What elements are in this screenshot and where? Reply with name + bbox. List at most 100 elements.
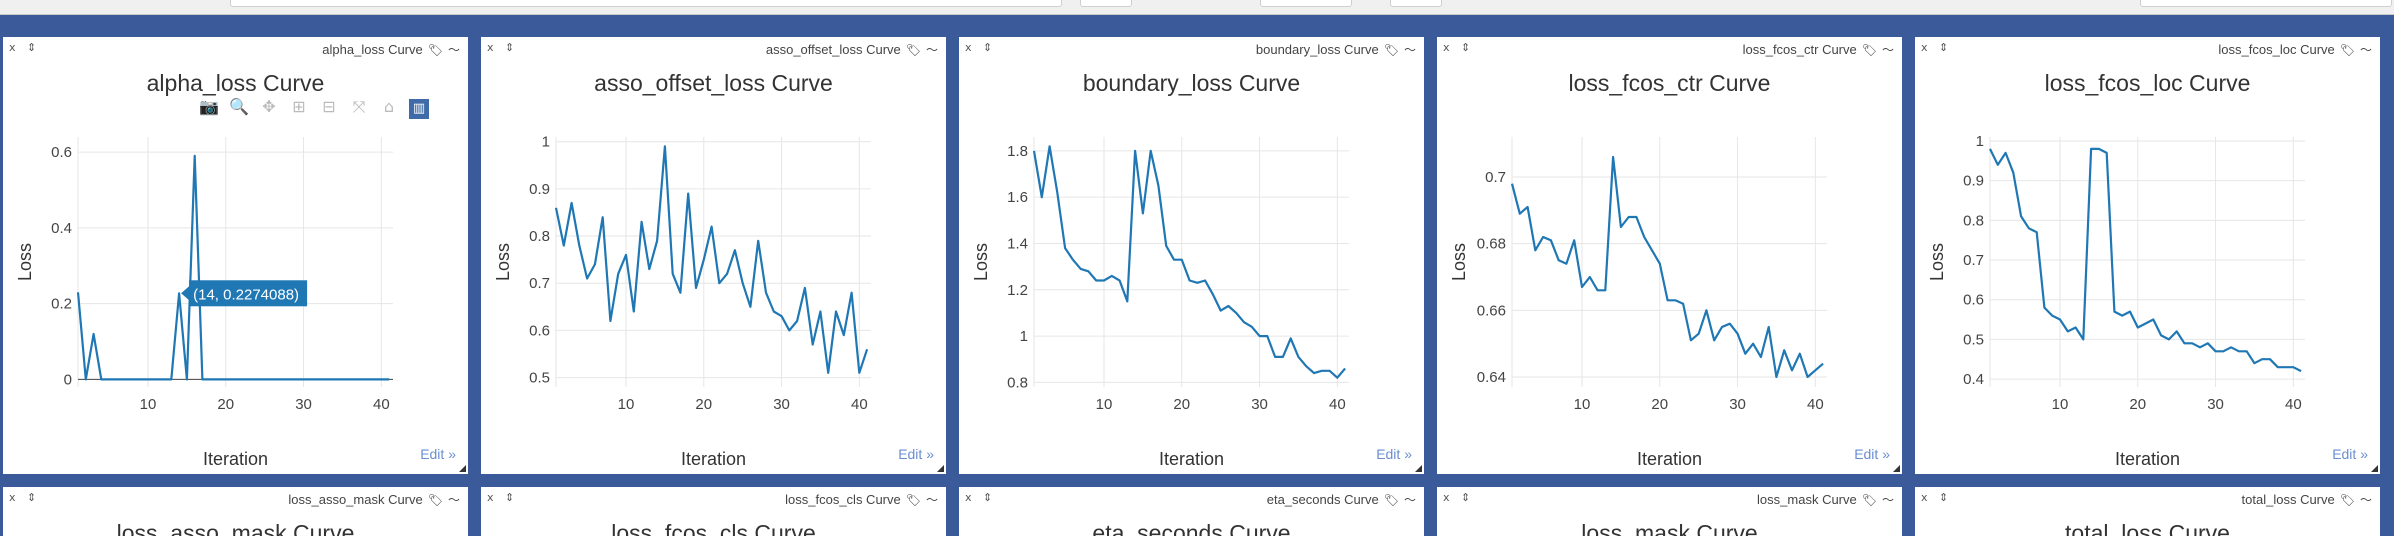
panel-header: eta_seconds Curve 🏷 〜	[1267, 491, 1416, 508]
x-tick-label: 10	[1574, 396, 1591, 413]
panel-window-controls[interactable]: x ⇕	[1921, 491, 1953, 504]
y-axis-title: Loss	[1927, 243, 1947, 281]
x-axis-title: Iteration	[203, 449, 268, 469]
tag-icon[interactable]: 🏷	[1861, 43, 1877, 57]
panel-window-controls[interactable]: x ⇕	[487, 41, 519, 54]
toolbar-button[interactable]	[1390, 0, 1442, 7]
y-tick-label: 0.8	[1007, 374, 1028, 391]
resize-handle-icon[interactable]	[1893, 465, 1900, 472]
y-tick-label: 0.68	[1477, 236, 1506, 253]
y-tick-label: 0.64	[1477, 369, 1506, 386]
panel-header-label: total_loss Curve	[2241, 492, 2335, 507]
tag-icon[interactable]: 🏷	[1383, 43, 1399, 57]
panel-window-controls[interactable]: x ⇕	[965, 491, 997, 504]
zoom-icon[interactable]: 🔍	[229, 97, 249, 116]
panel-window-controls[interactable]: x ⇕	[1443, 41, 1475, 54]
tag-icon[interactable]: 🏷	[427, 493, 443, 507]
edit-link[interactable]: Edit »	[2332, 446, 2368, 462]
series-line[interactable]	[1510, 155, 1824, 379]
series-line[interactable]	[1989, 147, 2302, 373]
chart-panel: x ⇕ asso_offset_loss Curve 🏷 〜 asso_offset_l…	[481, 37, 946, 474]
chart-title: alpha_loss Curve	[146, 70, 325, 96]
resize-handle-icon[interactable]	[937, 465, 944, 472]
y-tick-label: 0.5	[1963, 331, 1984, 348]
toolbar-field[interactable]	[2140, 0, 2392, 7]
smoothing-icon[interactable]: 〜	[1881, 43, 1894, 57]
chart-title: loss_fcos_cls Curve	[611, 520, 816, 536]
line-chart[interactable]: 10 20 30 40 0.64 0.66 0.68 0.7 Iteration Loss	[1437, 37, 1902, 474]
panel-header: loss_asso_mask Curve 🏷 〜	[288, 491, 460, 508]
x-tick-label: 20	[695, 396, 712, 413]
tooltip-pointer	[181, 286, 190, 301]
smoothing-icon[interactable]: 〜	[925, 43, 938, 57]
series-line[interactable]	[1032, 145, 1346, 379]
resize-handle-icon[interactable]	[1415, 465, 1422, 472]
tag-icon[interactable]: 🏷	[2339, 493, 2355, 507]
tooltip-box	[189, 280, 308, 307]
tag-icon[interactable]: 🏷	[2339, 43, 2355, 57]
tag-icon[interactable]: 🏷	[905, 493, 921, 507]
panel-window-controls[interactable]: x ⇕	[1921, 41, 1953, 54]
plotly-logo-icon[interactable]: ▥	[409, 99, 429, 119]
panel-window-controls[interactable]: x ⇕	[9, 41, 41, 54]
smoothing-icon[interactable]: 〜	[447, 493, 460, 507]
chart-title: loss_fcos_loc Curve	[2044, 70, 2251, 96]
panel-window-controls[interactable]: x ⇕	[9, 491, 41, 504]
toolbar-button[interactable]	[1080, 0, 1132, 7]
chart-panel: x ⇕ loss_asso_mask Curve 🏷 〜 loss_asso_mask …	[3, 487, 468, 536]
smoothing-icon[interactable]: 〜	[2359, 493, 2372, 507]
smoothing-icon[interactable]: 〜	[447, 43, 460, 57]
smoothing-icon[interactable]: 〜	[1403, 43, 1416, 57]
y-axis-title: Loss	[493, 243, 513, 281]
edit-link[interactable]: Edit »	[1854, 446, 1890, 462]
y-tick-label: 0.4	[1963, 371, 1984, 388]
panel-window-controls[interactable]: x ⇕	[965, 41, 997, 54]
pan-icon[interactable]: ✥	[262, 97, 276, 116]
tag-icon[interactable]: 🏷	[427, 43, 443, 57]
panel-header-label: eta_seconds Curve	[1266, 492, 1379, 507]
chart-title: eta_seconds Curve	[1092, 520, 1291, 536]
chart-panel: x ⇕ total_loss Curve 🏷 〜 total_loss Curve	[1915, 487, 2380, 536]
zoom-in-icon[interactable]: ⊞	[292, 97, 306, 116]
tag-icon[interactable]: 🏷	[1383, 493, 1399, 507]
tag-icon[interactable]: 🏷	[1861, 493, 1877, 507]
smoothing-icon[interactable]: 〜	[1403, 493, 1416, 507]
x-tick-label: 30	[1251, 396, 1268, 413]
y-tick-label: 0.6	[1963, 292, 1984, 309]
series-line[interactable]	[76, 154, 390, 381]
smoothing-icon[interactable]: 〜	[925, 493, 938, 507]
panel-window-controls[interactable]: x ⇕	[487, 491, 519, 504]
home-icon[interactable]: ⌂	[383, 97, 395, 116]
panel-header-label: loss_mask Curve	[1757, 492, 1857, 507]
panel-header: loss_fcos_loc Curve 🏷 〜	[2218, 41, 2372, 58]
y-tick-label: 0.7	[529, 275, 550, 292]
y-tick-label: 1.2	[1007, 282, 1028, 299]
panel-header: loss_fcos_cls Curve 🏷 〜	[785, 491, 938, 508]
smoothing-icon[interactable]: 〜	[1881, 493, 1894, 507]
series-line[interactable]	[554, 145, 869, 374]
tooltip-label: (14, 0.2274088)	[193, 286, 299, 303]
zoom-out-icon[interactable]: ⊟	[322, 97, 336, 116]
edit-link[interactable]: Edit »	[1376, 446, 1412, 462]
toolbar-field[interactable]	[230, 0, 1062, 7]
edit-link[interactable]: Edit »	[898, 446, 934, 462]
x-tick-label: 20	[2129, 396, 2146, 413]
smoothing-icon[interactable]: 〜	[2359, 43, 2372, 57]
y-tick-label: 0	[64, 371, 72, 388]
toolbar-button[interactable]	[1260, 0, 1352, 7]
y-axis-title: Loss	[15, 243, 35, 281]
edit-link[interactable]: Edit »	[420, 446, 456, 462]
y-tick-label: 0.9	[1963, 173, 1984, 190]
camera-icon[interactable]: 📷	[199, 97, 219, 116]
line-chart[interactable]: 10 20 30 40 0.4 0.5 0.6 0.7 0.8 0.9 1 Iteration Loss	[1915, 37, 2380, 474]
x-tick-label: 40	[1329, 396, 1346, 413]
panel-window-controls[interactable]: x ⇕	[1443, 491, 1475, 504]
resize-handle-icon[interactable]	[459, 465, 466, 472]
panel-header-label: alpha_loss Curve	[322, 42, 423, 57]
line-chart[interactable]: 10 20 30 40 0.5 0.6 0.7 0.8 0.9 1 Iteration Loss	[481, 37, 946, 474]
tag-icon[interactable]: 🏷	[905, 43, 921, 57]
line-chart[interactable]: 10 20 30 40 0 0.2 0.4 0.6 Iteration Loss (14, 0.22…	[3, 37, 468, 474]
resize-handle-icon[interactable]	[2371, 465, 2378, 472]
autoscale-icon[interactable]: ⤧	[352, 97, 366, 116]
line-chart[interactable]: 10 20 30 40 0.8 1 1.2 1.4 1.6 1.8 Iteration Loss	[959, 37, 1424, 474]
